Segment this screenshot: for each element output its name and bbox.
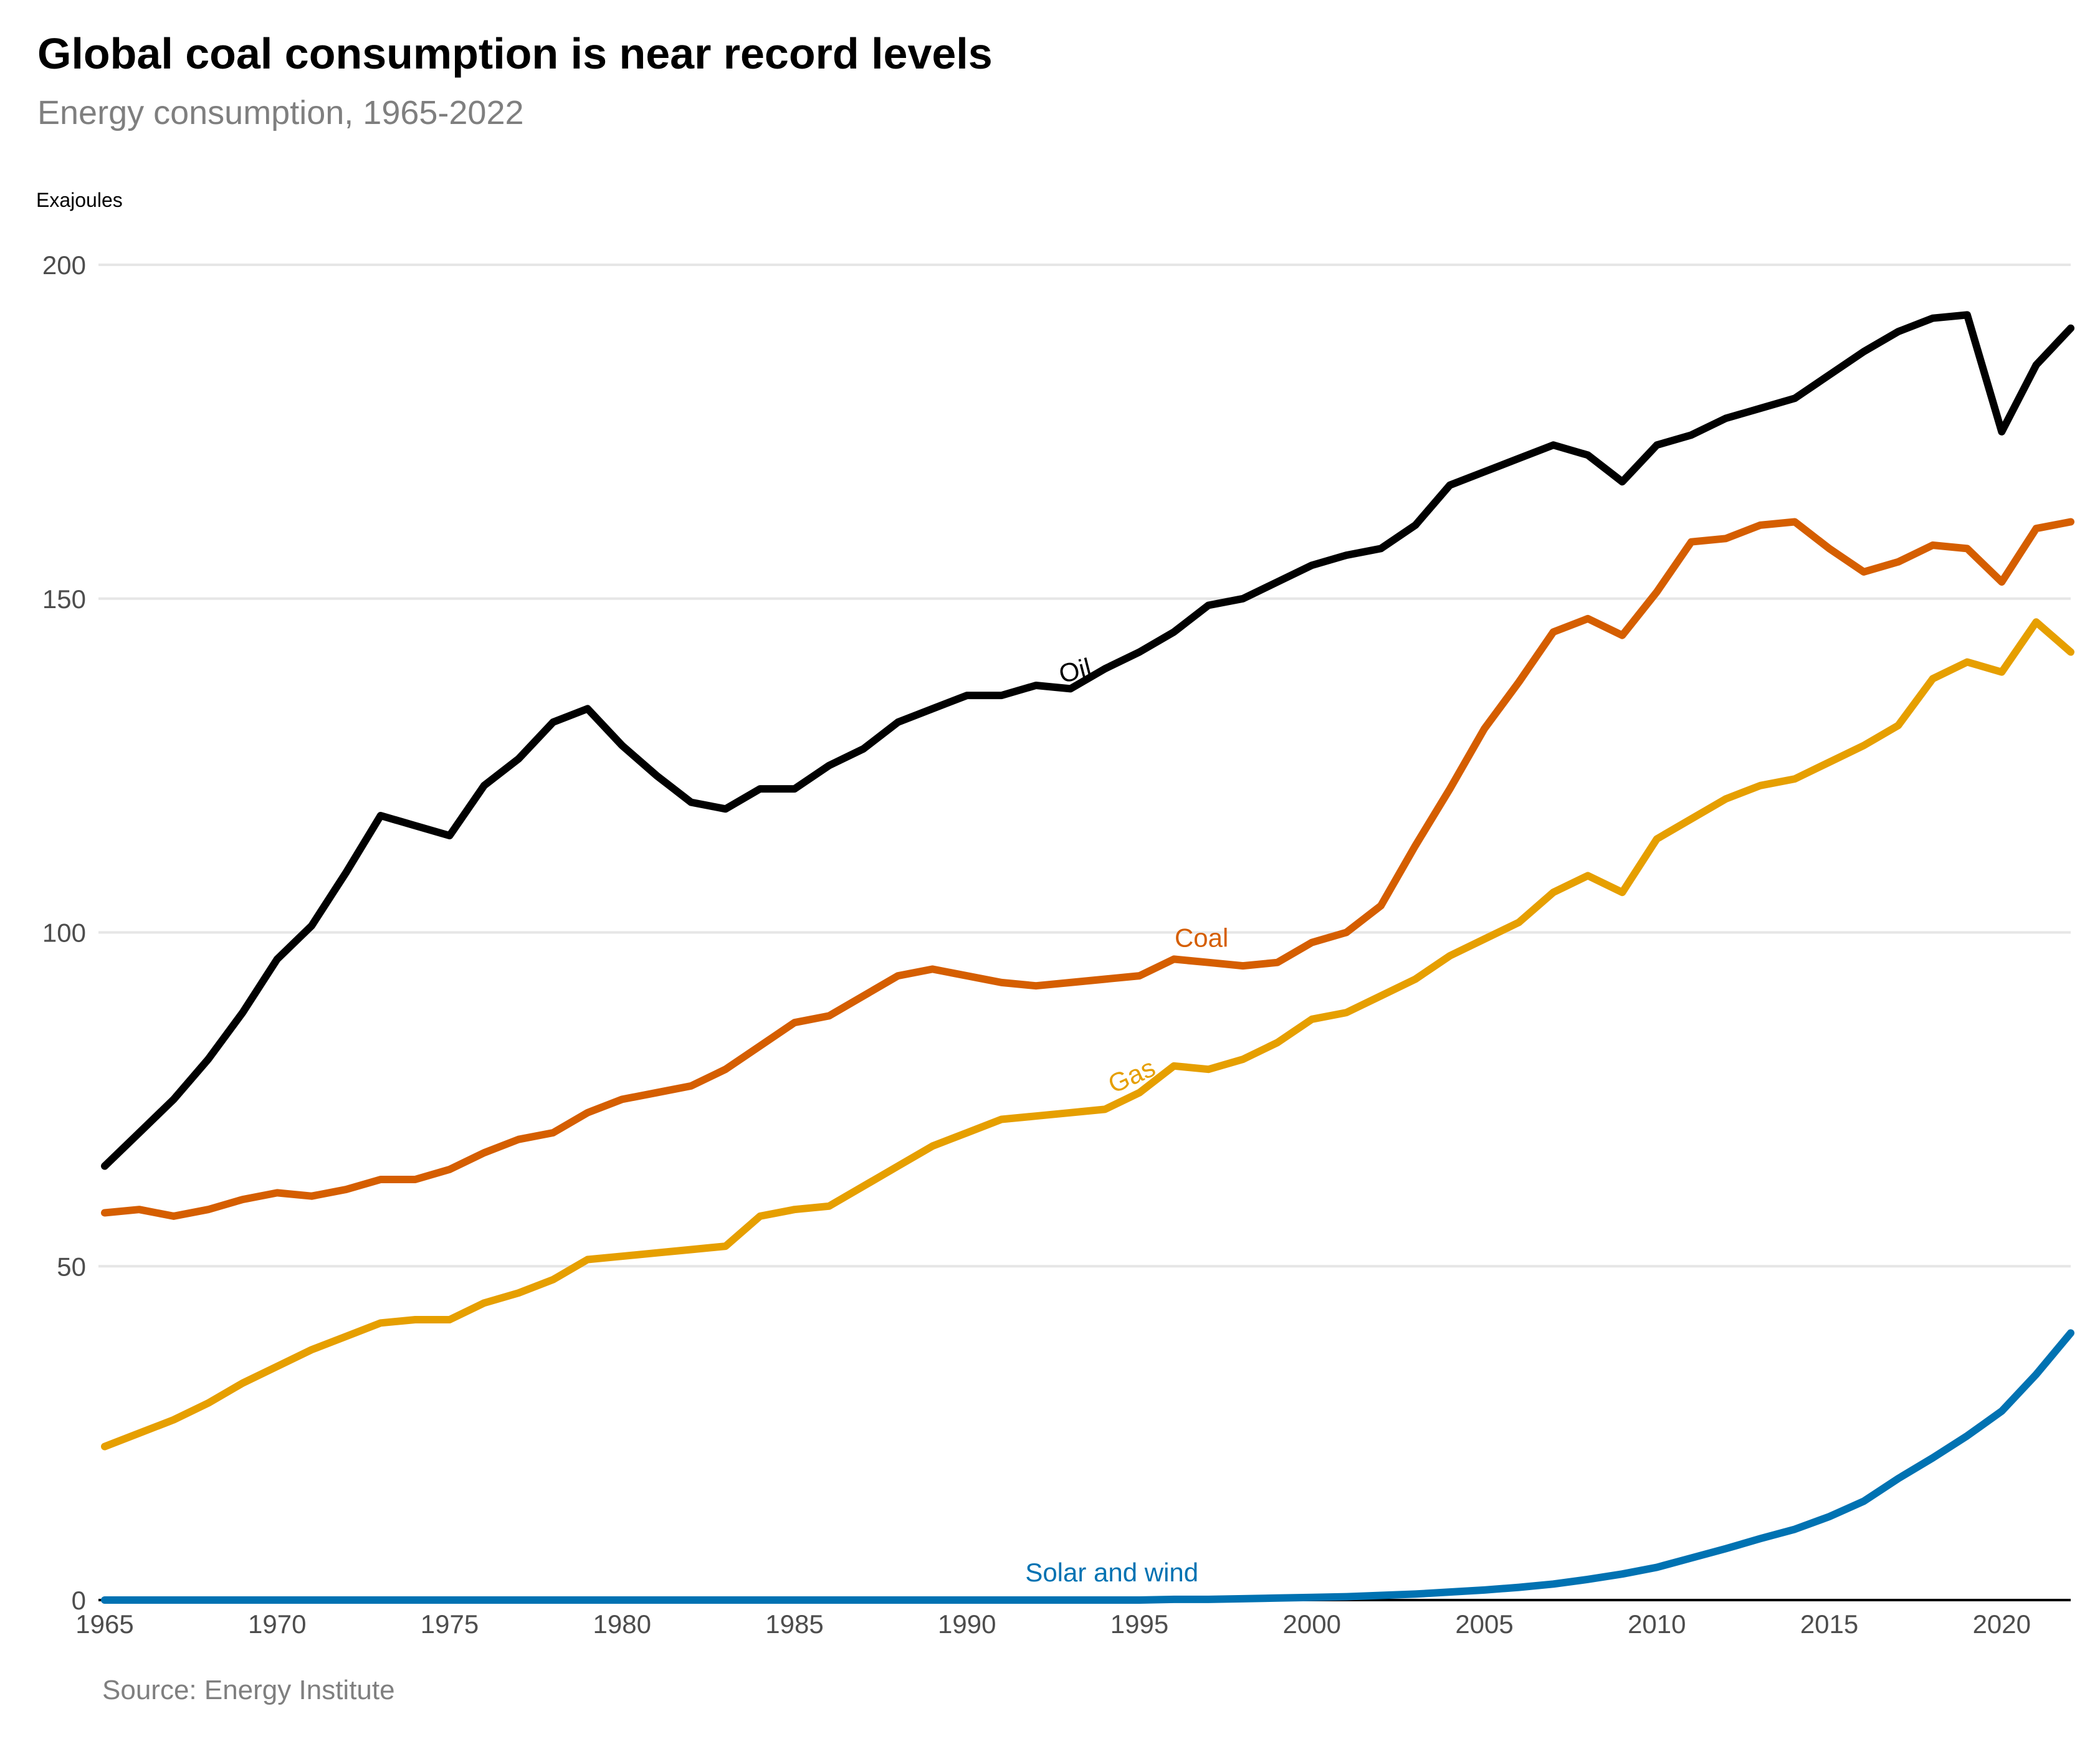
series-label-coal: Coal [1175, 923, 1228, 953]
source-note: Source: Energy Institute [102, 1675, 395, 1705]
y-tick-100: 100 [42, 918, 86, 948]
x-tick-1980: 1980 [593, 1609, 651, 1639]
chart-subtitle: Energy consumption, 1965-2022 [37, 94, 524, 131]
x-tick-1965: 1965 [75, 1609, 133, 1639]
y-tick-50: 50 [57, 1252, 86, 1281]
series-line-gas [101, 618, 2074, 1451]
x-tick-1985: 1985 [765, 1609, 823, 1639]
x-tick-labels: 1965 1970 1975 1980 1985 1990 1995 2000 2005 2010… [75, 1609, 2031, 1639]
x-tick-1970: 1970 [248, 1609, 306, 1639]
series-labels: Oil Coal Gas Solar and wind [1025, 652, 1228, 1587]
y-tick-200: 200 [42, 250, 86, 280]
x-tick-2010: 2010 [1628, 1609, 1686, 1639]
series-line-coal [101, 518, 2074, 1220]
series-label-gas: Gas [1104, 1052, 1160, 1099]
series-line-solar-and-wind [101, 1329, 2074, 1604]
x-tick-2005: 2005 [1455, 1609, 1513, 1639]
series-label-oil: Oil [1056, 652, 1094, 688]
series-line-oil [101, 311, 2074, 1170]
y-axis-label: Exajoules [36, 189, 123, 211]
y-tick-150: 150 [42, 584, 86, 614]
x-tick-2015: 2015 [1800, 1609, 1858, 1639]
x-tick-1995: 1995 [1110, 1609, 1168, 1639]
x-tick-1990: 1990 [938, 1609, 996, 1639]
series-lines [101, 311, 2074, 1604]
y-tick-0: 0 [72, 1586, 86, 1615]
gridlines [98, 264, 2071, 1601]
series-label-solar-and-wind: Solar and wind [1025, 1558, 1198, 1587]
y-tick-labels: 0 50 100 150 200 [42, 250, 86, 1615]
chart-title: Global coal consumption is near record l… [37, 29, 993, 78]
x-tick-2000: 2000 [1283, 1609, 1341, 1639]
x-tick-1975: 1975 [421, 1609, 479, 1639]
x-tick-2020: 2020 [1973, 1609, 2031, 1639]
